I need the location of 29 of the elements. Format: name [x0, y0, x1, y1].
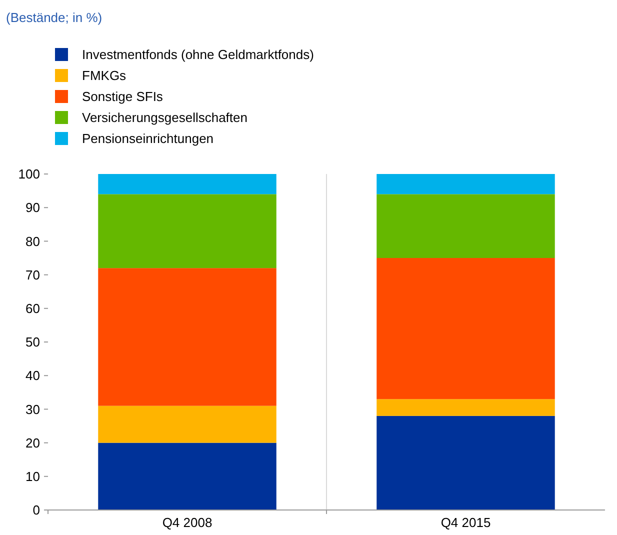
legend-label: Sonstige SFIs — [82, 89, 164, 104]
bar — [376, 194, 555, 258]
y-tick-label: 30 — [26, 402, 40, 417]
x-tick-label: Q4 2015 — [440, 515, 491, 530]
legend-label: Investmentfonds (ohne Geldmarktfonds) — [82, 47, 314, 62]
bar — [98, 406, 276, 443]
bar — [98, 442, 276, 510]
y-tick-label: 40 — [26, 368, 40, 384]
bar — [98, 194, 276, 268]
bar — [376, 399, 555, 416]
y-tick-label: 0 — [32, 502, 40, 518]
chart-title: (Bestände; in %) — [6, 10, 102, 25]
y-tick-label: 90 — [26, 200, 40, 216]
y-tick-label: 50 — [26, 334, 40, 350]
bar — [98, 174, 276, 194]
y-tick-label: 20 — [26, 435, 40, 450]
x-tick-label: Q4 2008 — [162, 515, 212, 530]
bar — [376, 174, 555, 194]
y-tick-label: 60 — [26, 300, 40, 316]
bar — [376, 416, 555, 510]
bar — [98, 268, 276, 406]
y-tick-label: 100 — [18, 166, 40, 182]
y-tick-label: 70 — [26, 267, 40, 282]
y-tick-label: 80 — [26, 234, 40, 249]
legend-label: Pensionseinrichtungen — [82, 131, 214, 146]
legend-label: FMKGs — [82, 68, 127, 83]
bar — [376, 258, 555, 400]
legend-label: Versicherungsgesellschaften — [82, 110, 248, 125]
y-tick-label: 10 — [26, 468, 40, 484]
